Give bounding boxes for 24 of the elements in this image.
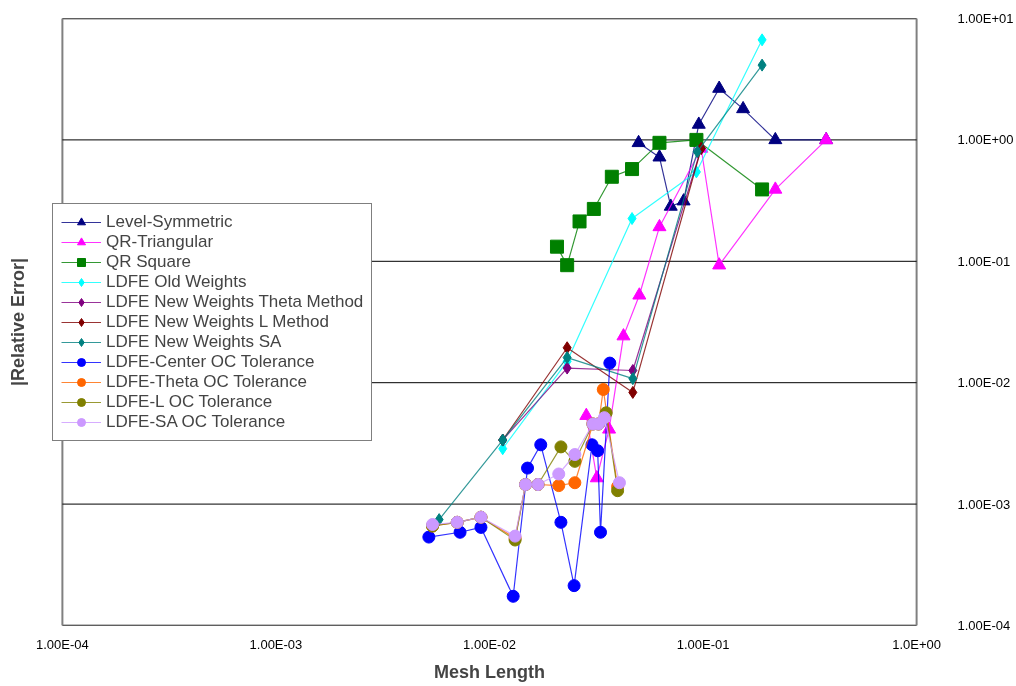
y-tick-label: 1.00E-01 <box>957 253 1011 269</box>
legend-label: LDFE-Center OC Tolerance <box>106 351 315 372</box>
x-tick-label: 1.00E-02 <box>463 636 516 652</box>
y-tick-label: 1.00E-04 <box>957 618 1011 633</box>
y-tick-label: 1.00E+01 <box>957 11 1014 26</box>
y-tick-label: 1.00E-03 <box>957 496 1011 512</box>
legend-label: LDFE New Weights SA <box>106 331 282 352</box>
x-tick-label: 1.00E-01 <box>676 636 730 652</box>
y-axis-title: |Relative Error| <box>7 257 28 387</box>
legend-label: QR-Triangular <box>106 231 214 252</box>
x-axis-title: Mesh Length <box>434 661 545 682</box>
legend-label: Level-Symmetric <box>106 211 233 232</box>
legend-label: QR Square <box>106 251 192 272</box>
legend-label: LDFE New Weights Theta Method <box>106 291 364 312</box>
legend-label: LDFE-L OC Tolerance <box>106 391 273 412</box>
x-tick-label: 1.00E-04 <box>36 636 89 652</box>
legend-label: LDFE-SA OC Tolerance <box>106 411 286 432</box>
x-tick-label: 1.0E+00 <box>892 636 941 652</box>
y-tick-label: 1.00E-02 <box>957 375 1011 391</box>
x-tick-label: 1.00E-03 <box>249 636 303 652</box>
y-tick-label: 1.00E+00 <box>957 132 1014 148</box>
legend-label: LDFE Old Weights <box>106 271 247 292</box>
legend-label: LDFE New Weights L Method <box>106 311 329 332</box>
legend-label: LDFE-Theta OC Tolerance <box>106 371 307 392</box>
